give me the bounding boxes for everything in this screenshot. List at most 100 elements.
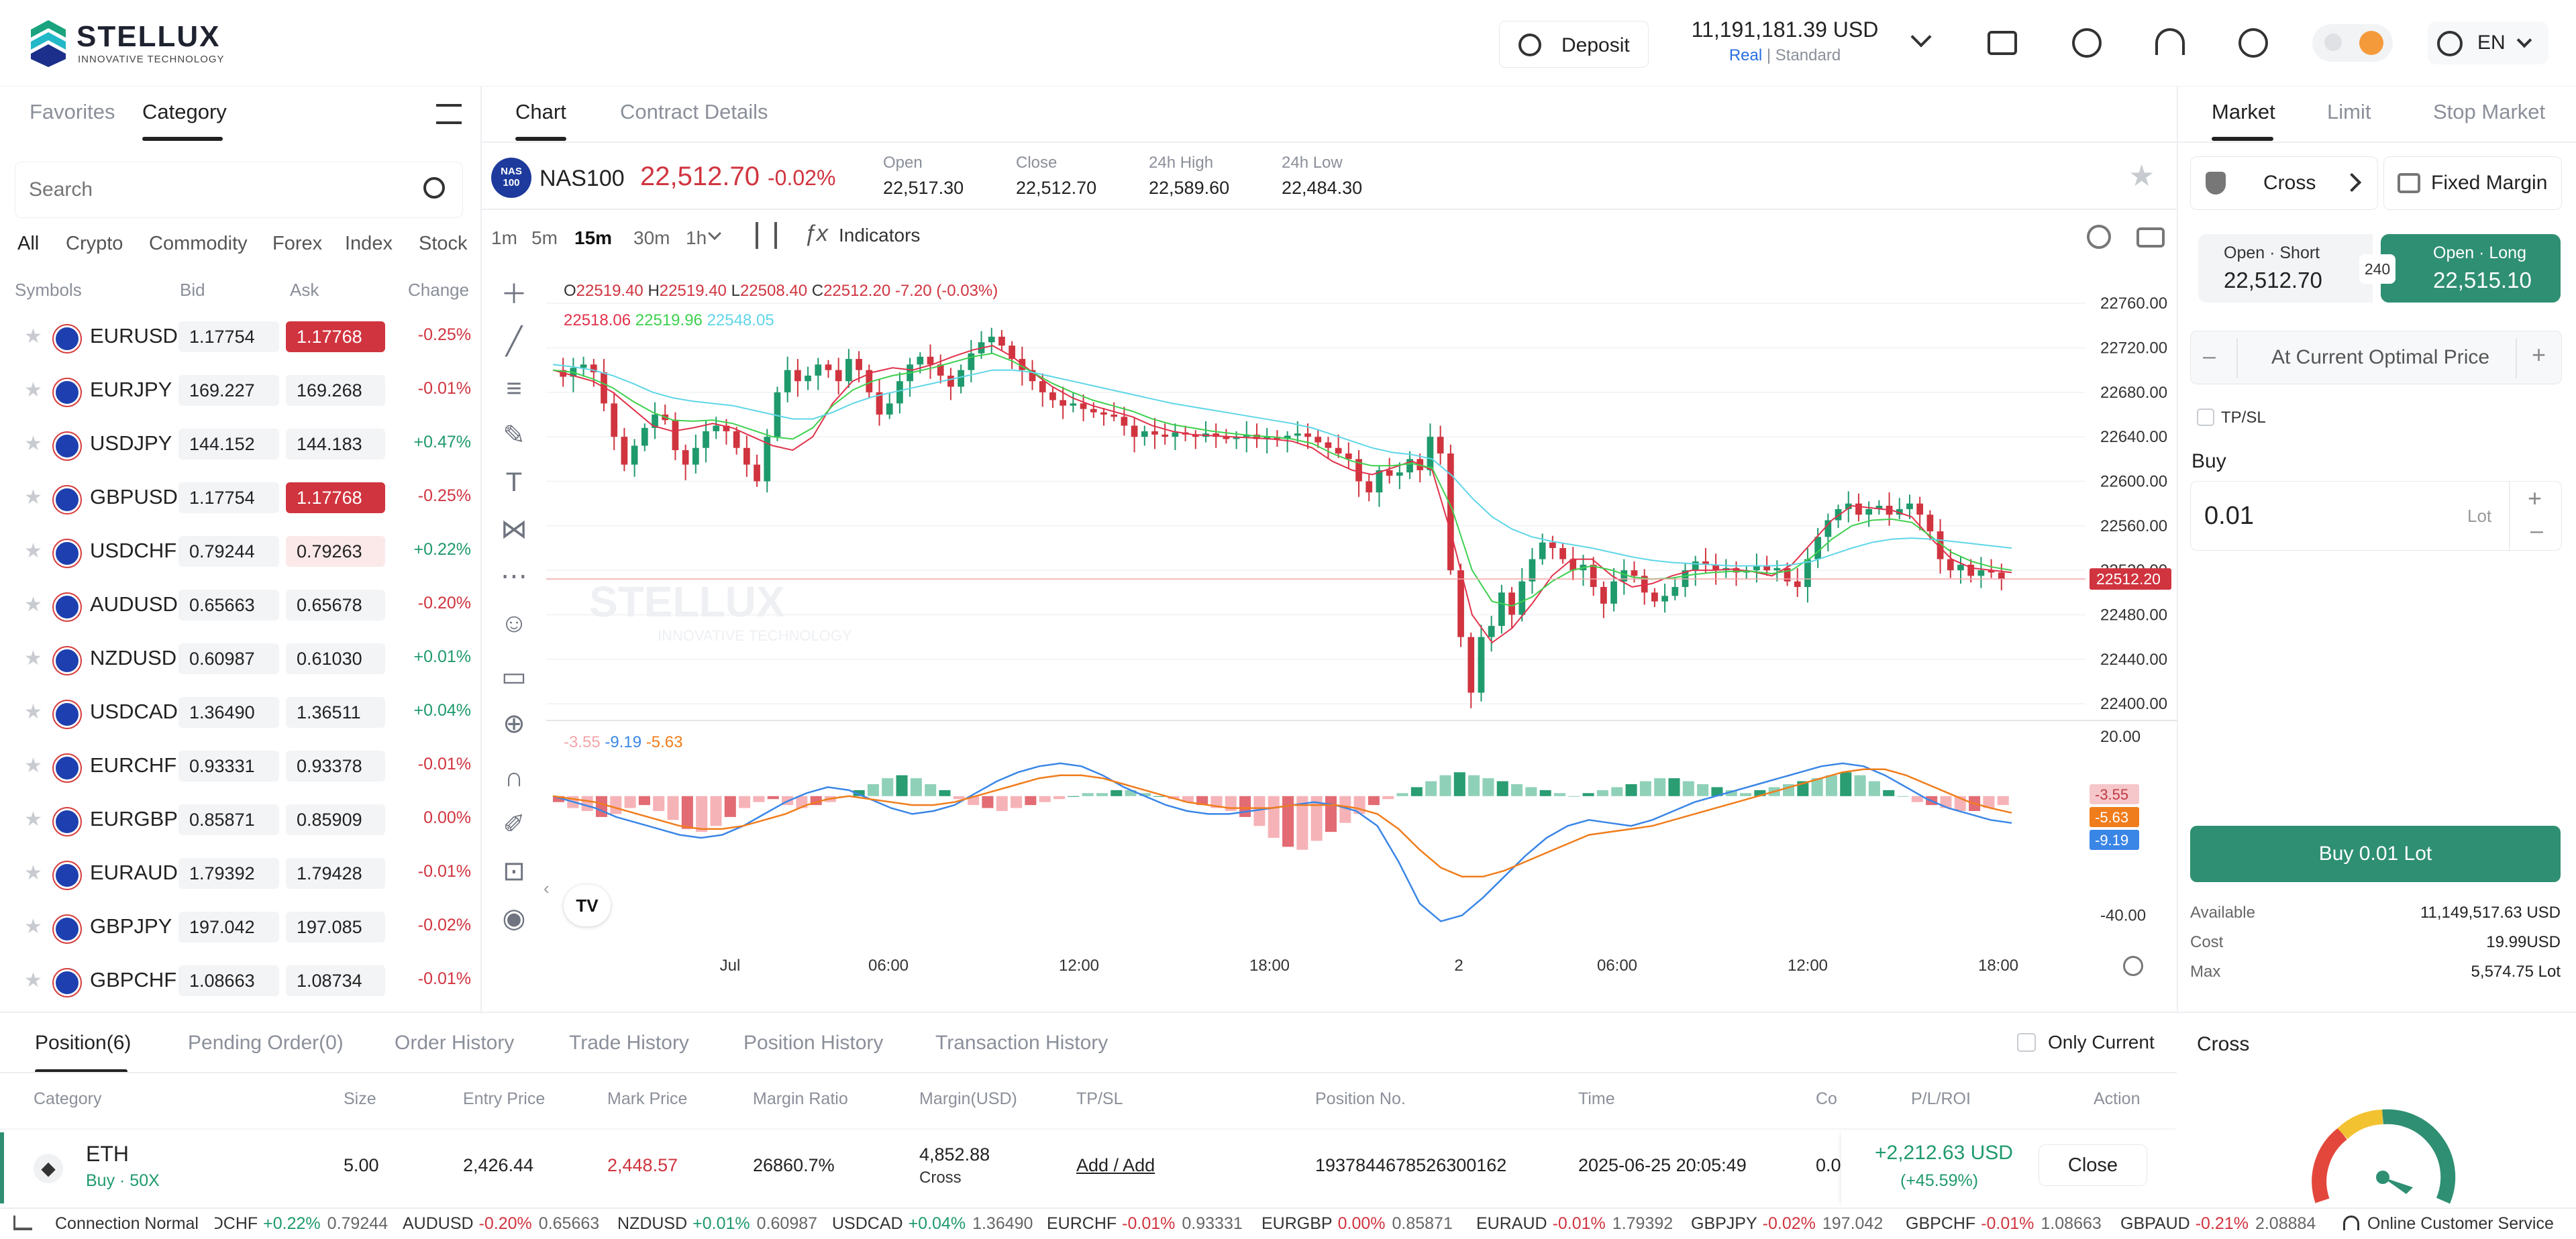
only-current-checkbox[interactable] — [2017, 1033, 2036, 1052]
ticker-item[interactable]: GBPJPY -0.02% 197.042 — [1691, 1214, 1883, 1234]
ask-price[interactable]: 1.17768 — [286, 321, 385, 352]
pencil-lock-icon[interactable]: ✐ — [503, 810, 525, 839]
bid-price[interactable]: 0.85871 — [178, 804, 279, 835]
ask-price[interactable]: 0.65678 — [286, 590, 385, 621]
bid-price[interactable]: 0.79244 — [178, 536, 279, 567]
ask-price[interactable]: 169.268 — [286, 375, 385, 406]
lot-input-box[interactable]: 0.01 Lot + – — [2190, 481, 2562, 551]
symbol-row[interactable]: ★ EURJPY 169.227 169.268 -0.01% — [0, 363, 480, 417]
margin-type-select[interactable]: Fixed Margin — [2383, 156, 2562, 210]
category-all[interactable]: All — [17, 233, 40, 254]
ticker-item[interactable]: EURCHF -0.01% 0.93331 — [1047, 1214, 1243, 1234]
price-mode-field[interactable]: – At Current Optimal Price + — [2190, 331, 2562, 384]
account-balance[interactable]: 11,191,181.39 USD Real | Standard — [1678, 17, 1892, 71]
candle-type-icon[interactable] — [756, 222, 777, 249]
tab-market[interactable]: Market — [2212, 100, 2275, 123]
tab-stop-market[interactable]: Stop Market — [2433, 100, 2546, 123]
star-icon[interactable]: ★ — [24, 969, 42, 991]
star-icon[interactable]: ★ — [24, 701, 42, 723]
search-box[interactable] — [15, 162, 463, 218]
category-forex[interactable]: Forex — [272, 233, 323, 254]
search-icon[interactable] — [423, 177, 445, 199]
eye-icon[interactable]: ◉ — [502, 904, 526, 933]
position-tab[interactable]: Transaction History — [935, 1032, 1109, 1054]
search-input[interactable] — [29, 174, 405, 205]
interval-15m[interactable]: 15m — [574, 227, 613, 248]
margin-mode-select[interactable]: Cross — [2190, 156, 2378, 210]
symbol-row[interactable]: ★ EURCHF 0.93331 0.93378 -0.01% — [0, 739, 480, 792]
star-icon[interactable]: ★ — [2128, 160, 2155, 193]
filter-icon[interactable] — [436, 104, 462, 124]
bid-price[interactable]: 169.227 — [178, 375, 279, 406]
position-row[interactable]: ◆ ETH Buy · 50X 5.00 2,426.44 2,448.57 2… — [0, 1130, 2177, 1207]
settings-icon[interactable] — [2087, 225, 2111, 249]
ticker-item[interactable]: GBPAUD -0.21% 2.08884 — [2120, 1214, 2316, 1234]
symbol-row[interactable]: ★ EURUSD 1.17754 1.17768 -0.25% — [0, 309, 480, 363]
horizontal-lines-icon[interactable]: ≡ — [506, 374, 522, 403]
ticker-item[interactable]: EURAUD -0.01% 1.79392 — [1476, 1214, 1673, 1234]
ask-price[interactable]: 1.08734 — [286, 965, 385, 996]
language-selector[interactable]: EN — [2428, 21, 2548, 64]
ask-price[interactable]: 197.085 — [286, 912, 385, 942]
tradingview-logo[interactable]: TV — [564, 885, 611, 926]
symbol-row[interactable]: ★ EURGBP 0.85871 0.85909 0.00% — [0, 792, 480, 846]
eye-scan-icon[interactable] — [2072, 28, 2102, 58]
deposit-button[interactable]: Deposit — [1499, 21, 1649, 68]
bid-price[interactable]: 1.17754 — [178, 321, 279, 352]
ask-price[interactable]: 144.183 — [286, 429, 385, 460]
chevron-down-icon[interactable] — [1910, 26, 1932, 48]
star-icon[interactable]: ★ — [24, 486, 42, 508]
logo[interactable]: STELLUX INNOVATIVE TECHNOLOGY — [27, 17, 224, 68]
ask-price[interactable]: 1.17768 — [286, 482, 385, 513]
buy-submit-button[interactable]: Buy 0.01 Lot — [2190, 826, 2561, 882]
symbol-row[interactable]: ★ AUDUSD 0.65663 0.65678 -0.20% — [0, 578, 480, 631]
star-icon[interactable]: ★ — [24, 647, 42, 669]
text-tool-icon[interactable]: T — [505, 468, 523, 497]
symbol-row[interactable]: ★ USDJPY 144.152 144.183 +0.47% — [0, 417, 480, 470]
bid-price[interactable]: 1.08663 — [178, 965, 279, 996]
ask-price[interactable]: 0.79263 — [286, 536, 385, 567]
ask-price[interactable]: 0.61030 — [286, 643, 385, 674]
zoom-in-icon[interactable]: ⊕ — [503, 709, 525, 739]
lot-increase-icon[interactable]: + — [2528, 484, 2542, 512]
crosshair-icon[interactable]: ＋ — [501, 280, 527, 309]
star-icon[interactable]: ★ — [24, 862, 42, 884]
position-tab[interactable]: Position(6) — [35, 1032, 132, 1054]
symbol-row[interactable]: ★ USDCHF 0.79244 0.79263 +0.22% — [0, 524, 480, 578]
tab-contract-details[interactable]: Contract Details — [620, 100, 768, 123]
account-real[interactable]: Real — [1729, 46, 1763, 64]
bid-price[interactable]: 1.79392 — [178, 858, 279, 889]
ask-price[interactable]: 1.79428 — [286, 858, 385, 889]
ask-price[interactable]: 0.93378 — [286, 751, 385, 782]
interval-30m[interactable]: 30m — [633, 227, 670, 248]
tab-category[interactable]: Category — [142, 100, 227, 123]
category-crypto[interactable]: Crypto — [66, 233, 123, 254]
indicators-button[interactable]: ƒx Indicators — [804, 221, 938, 250]
symbol-row[interactable]: ★ NZDUSD 0.60987 0.61030 +0.01% — [0, 631, 480, 685]
bid-price[interactable]: 0.93331 — [178, 751, 279, 782]
star-icon[interactable]: ★ — [24, 808, 42, 830]
category-commodity[interactable]: Commodity — [149, 233, 248, 254]
star-icon[interactable]: ★ — [24, 325, 42, 347]
star-icon[interactable]: ★ — [24, 433, 42, 455]
chart-symbol[interactable]: NAS100 — [539, 166, 625, 191]
bid-price[interactable]: 1.17754 — [178, 482, 279, 513]
category-index[interactable]: Index — [345, 233, 393, 254]
collapse-tools-icon[interactable]: ‹ — [544, 878, 550, 898]
lock-icon[interactable]: ⊡ — [503, 857, 525, 886]
position-tab[interactable]: Position History — [743, 1032, 884, 1054]
ticker-item[interactable]: USDCHF +0.22% 0.79244 — [215, 1214, 388, 1234]
bid-price[interactable]: 0.60987 — [178, 643, 279, 674]
ticker-item[interactable]: USDCAD +0.04% 1.36490 — [832, 1214, 1033, 1234]
theme-toggle[interactable] — [2312, 24, 2393, 62]
bid-price[interactable]: 144.152 — [178, 429, 279, 460]
account-standard[interactable]: Standard — [1775, 46, 1841, 64]
fib-icon[interactable]: ⋯ — [501, 561, 527, 591]
tab-limit[interactable]: Limit — [2327, 100, 2371, 123]
symbol-row[interactable]: ★ GBPJPY 197.042 197.085 -0.02% — [0, 900, 480, 953]
lot-decrease-icon[interactable]: – — [2530, 518, 2543, 543]
magnet-icon[interactable]: ∩ — [504, 763, 524, 792]
close-position-button[interactable]: Close — [2039, 1144, 2147, 1186]
ask-price[interactable]: 0.85909 — [286, 804, 385, 835]
user-icon[interactable] — [2238, 28, 2268, 58]
